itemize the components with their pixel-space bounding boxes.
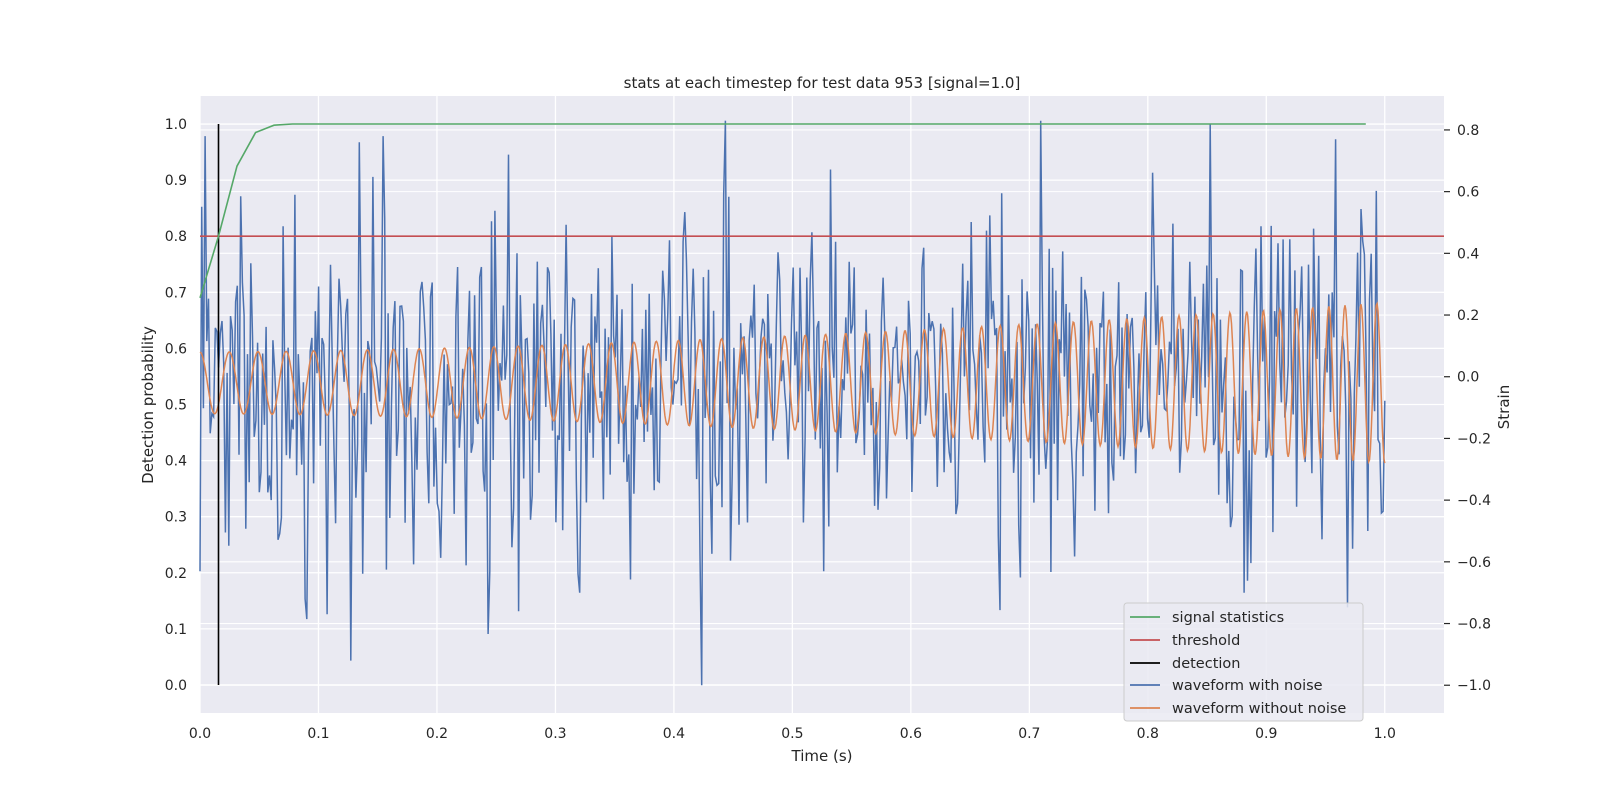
x-tick-label: 0.5 — [781, 726, 803, 742]
legend-label: waveform with noise — [1172, 678, 1323, 694]
series-waveform-with-noise — [199, 120, 1386, 686]
series-signal-statistics — [199, 123, 1366, 299]
x-tick-label: 0.4 — [663, 726, 685, 742]
x-tick-label: 0.0 — [189, 726, 211, 742]
x-axis-ticks: 0.0 0.1 0.2 0.3 0.4 0.5 0.6 0.7 0.8 0.9 1.0 — [189, 726, 1396, 742]
y-axis-left-ticks: 0.0 0.1 0.2 0.3 0.4 0.5 0.6 0.7 0.8 0.9 1.0 — [165, 117, 187, 694]
legend-item-threshold: threshold — [1130, 633, 1240, 649]
y-tick-label-left: 0.7 — [165, 285, 187, 301]
y-tick-label-left: 0.1 — [165, 622, 187, 638]
y-tick-label-right: −0.2 — [1457, 431, 1491, 447]
y-tick-label-right: 0.6 — [1457, 185, 1479, 201]
legend: signal statistics threshold detection wa… — [1123, 602, 1364, 722]
y-tick-label-right: 0.0 — [1457, 370, 1479, 386]
legend-frame — [1123, 602, 1364, 722]
y-tick-label-right: −1.0 — [1457, 678, 1491, 694]
y-tick-label-left: 1.0 — [165, 117, 187, 133]
y-tick-label-right: −0.4 — [1457, 493, 1491, 509]
series-waveform-without-noise — [199, 301, 1386, 465]
x-tick-label: 0.6 — [900, 726, 922, 742]
y-axis-right-ticks: −1.0 −0.8 −0.6 −0.4 −0.2 0.0 0.2 0.4 0.6 0.8 — [1444, 123, 1491, 694]
y-tick-label-right: 0.4 — [1457, 246, 1479, 262]
x-tick-label: 0.9 — [1255, 726, 1277, 742]
y-axis-right-label: Strain — [1495, 385, 1513, 429]
legend-label: waveform without noise — [1172, 701, 1346, 717]
x-axis-label: Time (s) — [791, 747, 853, 765]
x-tick-label: 0.8 — [1137, 726, 1159, 742]
x-tick-label: 0.1 — [307, 726, 329, 742]
y-tick-label-left: 0.3 — [165, 510, 187, 526]
y-tick-label-left: 0.8 — [165, 229, 187, 245]
legend-item-signal-statistics: signal statistics — [1130, 610, 1284, 626]
legend-item-detection: detection — [1130, 656, 1240, 672]
legend-label: signal statistics — [1172, 610, 1284, 626]
chart-title: stats at each timestep for test data 953… — [624, 74, 1021, 92]
x-tick-label: 0.3 — [544, 726, 566, 742]
y-tick-label-left: 0.4 — [165, 454, 187, 470]
y-tick-label-left: 0.5 — [165, 398, 187, 414]
x-tick-label: 0.7 — [1018, 726, 1040, 742]
legend-item-waveform-without-noise: waveform without noise — [1130, 701, 1346, 717]
y-tick-label-right: 0.8 — [1457, 123, 1479, 139]
x-tick-label: 1.0 — [1374, 726, 1396, 742]
y-axis-left-label: Detection probability — [139, 326, 157, 484]
x-tick-label: 0.2 — [426, 726, 448, 742]
y-tick-label-left: 0.0 — [165, 678, 187, 694]
y-tick-label-right: −0.6 — [1457, 555, 1491, 571]
y-tick-label-right: 0.2 — [1457, 308, 1479, 324]
series-layer — [199, 120, 1444, 686]
y-tick-label-left: 0.2 — [165, 566, 187, 582]
y-tick-label-left: 0.9 — [165, 173, 187, 189]
legend-item-waveform-with-noise: waveform with noise — [1130, 678, 1323, 694]
legend-label: detection — [1172, 656, 1240, 672]
legend-label: threshold — [1172, 633, 1240, 649]
y-tick-label-right: −0.8 — [1457, 617, 1491, 633]
y-tick-label-left: 0.6 — [165, 341, 187, 357]
